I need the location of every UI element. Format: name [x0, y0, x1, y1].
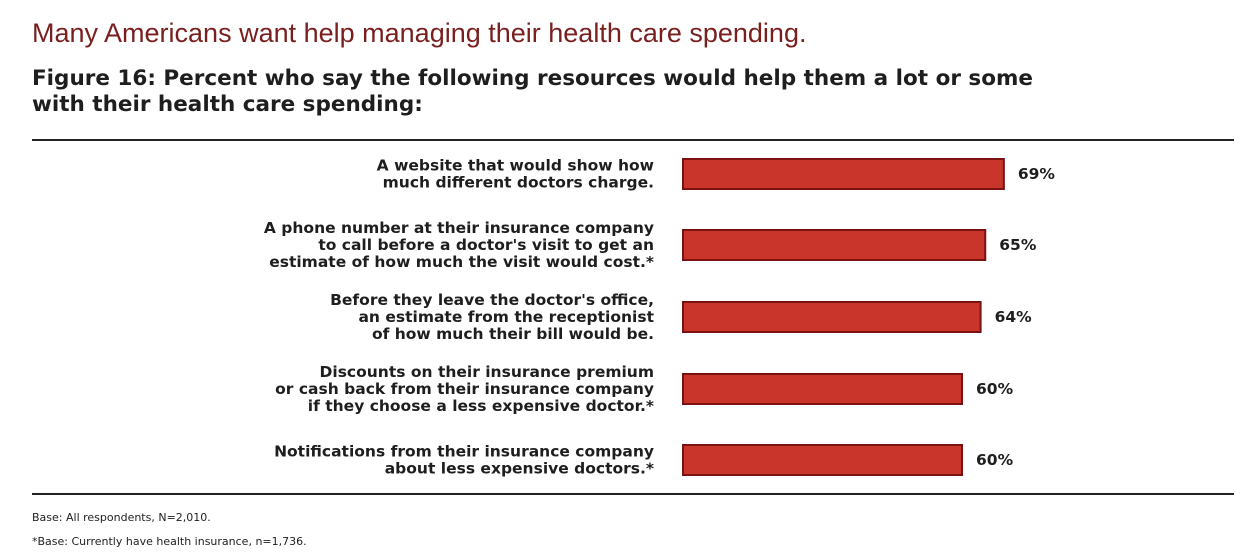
figure-title-line: with their health care spending: — [32, 92, 423, 117]
category-label: of how much their bill would be. — [372, 325, 654, 343]
category-label: A website that would show how — [377, 157, 654, 175]
category-label: to call before a doctor's visit to get a… — [318, 236, 654, 254]
category-label: Before they leave the doctor's office, — [330, 291, 654, 309]
bar — [682, 373, 963, 405]
bar — [682, 301, 982, 333]
category-label: if they choose a less expensive doctor.* — [308, 397, 654, 415]
headline: Many Americans want help managing their … — [32, 18, 807, 48]
category-label: an estimate from the receptionist — [358, 308, 654, 326]
figure-title: Figure 16: Percent who say the following… — [32, 66, 1212, 118]
category-label: estimate of how much the visit would cos… — [269, 253, 654, 271]
insured-base-note: *Base: Currently have health insurance, … — [32, 535, 307, 548]
bar-value-label: 69% — [1018, 165, 1056, 183]
figure-title-line: Figure 16: Percent who say the following… — [32, 66, 1033, 91]
bar-value-label: 64% — [995, 308, 1033, 326]
bar-value-label: 60% — [976, 380, 1014, 398]
bar — [682, 229, 987, 261]
category-label: A phone number at their insurance compan… — [264, 219, 654, 237]
base-note: Base: All respondents, N=2,010. — [32, 511, 211, 524]
top-divider — [32, 139, 1234, 141]
bar — [682, 158, 1005, 190]
category-label: much different doctors charge. — [383, 174, 654, 192]
bar-value-label: 65% — [999, 236, 1037, 254]
bottom-divider — [32, 493, 1234, 495]
category-label: Discounts on their insurance premium — [320, 363, 654, 381]
bar-value-label: 60% — [976, 451, 1014, 469]
category-label: about less expensive doctors.* — [385, 460, 654, 478]
category-label: or cash back from their insurance compan… — [275, 380, 654, 398]
category-label: Notifications from their insurance compa… — [274, 443, 654, 461]
bar — [682, 444, 963, 476]
